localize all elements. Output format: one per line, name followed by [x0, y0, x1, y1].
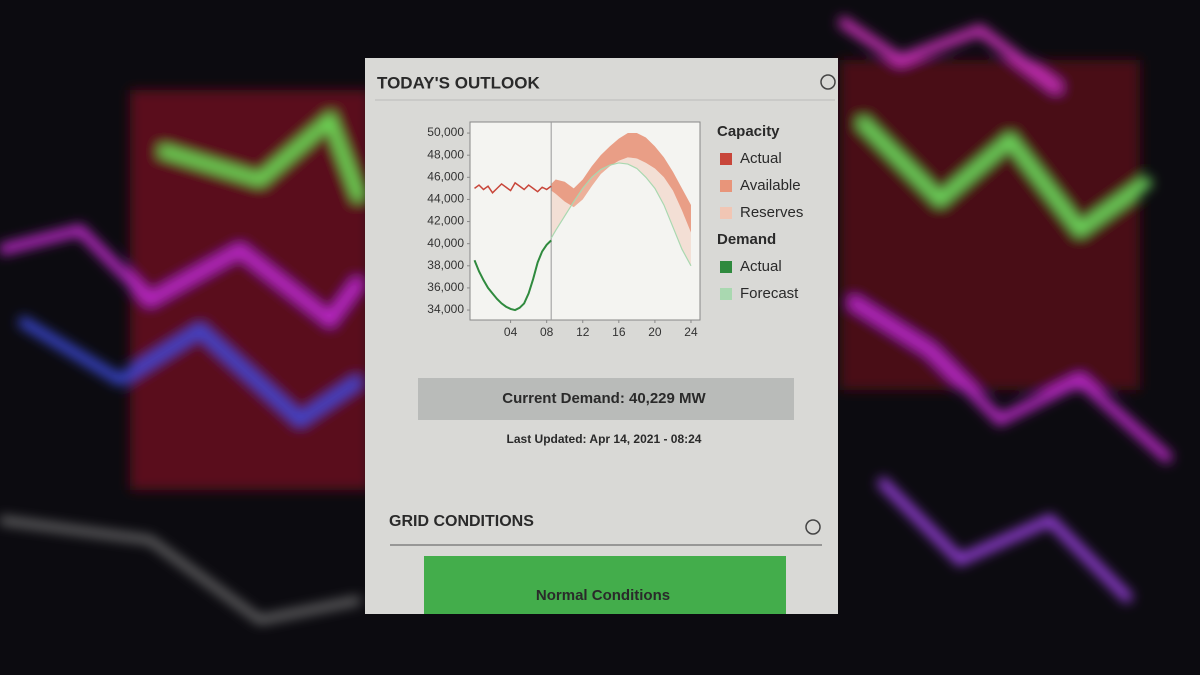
y-tick-label: 44,000	[427, 192, 464, 206]
status-box	[424, 556, 786, 614]
y-tick-label: 40,000	[427, 236, 464, 250]
legend-label: Available	[740, 177, 801, 194]
info-icon[interactable]	[805, 519, 821, 535]
x-tick-label: 24	[684, 325, 698, 339]
legend-title: Capacity	[717, 123, 780, 140]
x-tick-label: 20	[648, 325, 662, 339]
plot-area	[469, 121, 701, 321]
legend-label: Forecast	[740, 285, 799, 302]
background-map	[0, 15, 1174, 624]
last-updated: Last Updated: Apr 14, 2021 - 08:24	[507, 432, 702, 446]
y-tick-label: 46,000	[427, 169, 464, 183]
legend-swatch	[720, 180, 732, 192]
legend-swatch	[720, 207, 732, 219]
x-tick-label: 08	[540, 325, 554, 339]
y-tick-label: 38,000	[427, 258, 464, 272]
y-tick-label: 34,000	[427, 302, 464, 316]
panel-title: TODAY'S OUTLOOK	[377, 73, 540, 92]
legend-label: Actual	[740, 258, 782, 275]
current-demand-box	[418, 378, 794, 420]
legend-swatch	[720, 288, 732, 300]
section-title: GRID CONDITIONS	[389, 513, 534, 530]
y-tick-label: 50,000	[427, 125, 464, 139]
x-tick-label: 04	[504, 325, 518, 339]
series-line	[550, 162, 692, 267]
y-tick-label: 48,000	[427, 147, 464, 161]
status: Normal Conditions	[536, 587, 670, 604]
x-tick-label: 12	[576, 325, 590, 339]
series-line	[474, 181, 552, 194]
legend-swatch	[720, 153, 732, 165]
x-tick-label: 16	[612, 325, 626, 339]
legend-swatch	[720, 261, 732, 273]
series-line	[473, 239, 552, 312]
legend-title: Demand	[717, 231, 776, 248]
plot	[473, 122, 692, 320]
y-tick-label: 36,000	[427, 280, 464, 294]
current-demand: Current Demand: 40,229 MW	[502, 390, 706, 407]
legend-label: Actual	[740, 150, 782, 167]
y-tick-label: 42,000	[427, 214, 464, 228]
info-icon[interactable]	[820, 74, 836, 90]
capacity-band	[551, 133, 691, 233]
legend-label: Reserves	[740, 204, 803, 221]
